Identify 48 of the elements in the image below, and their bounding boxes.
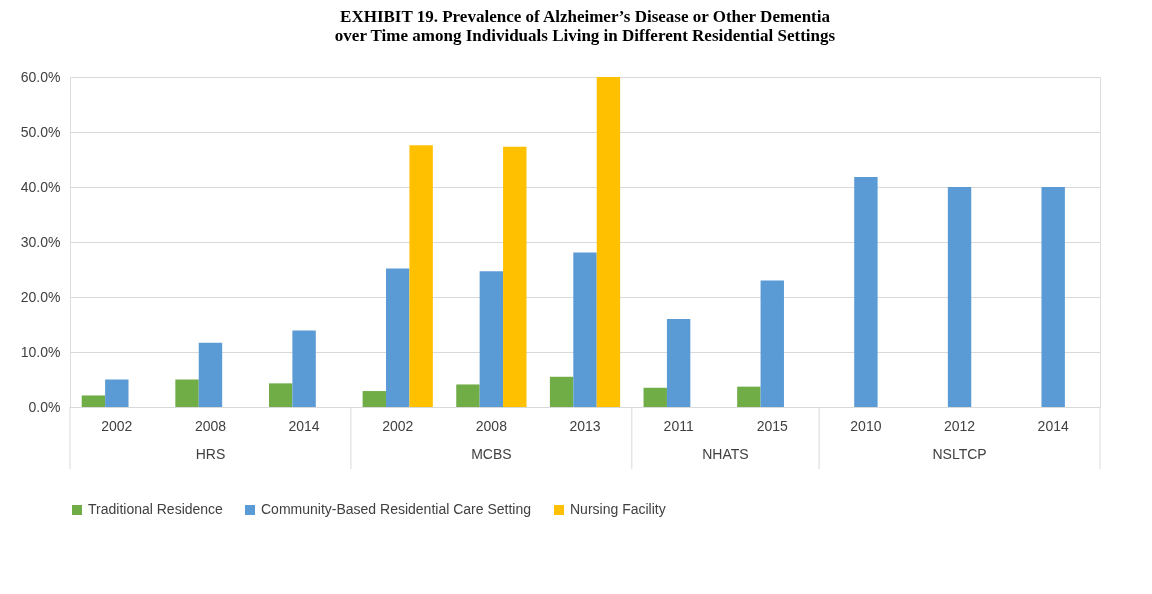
- bar: [947, 187, 972, 407]
- bar: [503, 146, 527, 407]
- y-tick-label: 0.0%: [28, 398, 61, 415]
- bar: [386, 268, 410, 407]
- y-tick-label: 10.0%: [20, 343, 61, 360]
- text: HRS: [195, 446, 226, 462]
- y-tick-label: 50.0%: [20, 123, 61, 140]
- bar: [409, 145, 433, 407]
- bar: [292, 330, 316, 407]
- x-tick-label: 2011: [663, 417, 694, 434]
- y-tick-label: 40.0%: [20, 178, 61, 195]
- bar: [666, 319, 691, 407]
- x-tick-label: 2008: [475, 417, 508, 434]
- bar: [268, 383, 293, 407]
- bar: [760, 280, 784, 407]
- x-tick-label: 2014: [1037, 417, 1069, 434]
- bar: [737, 386, 761, 407]
- x-tick-label: 2015: [756, 417, 789, 434]
- bar: [1041, 187, 1065, 407]
- bar: [81, 395, 106, 407]
- chart-title: EXHIBIT 19. Prevalence of Alzheimer’s Disease or Other Dementia over Time among Individuals Living in Different Residential Settings: [334, 7, 836, 45]
- bar: [362, 391, 387, 407]
- legend-label: Traditional Residence: [88, 501, 224, 517]
- bar: [549, 376, 574, 407]
- bar: [175, 379, 199, 407]
- bar: [198, 342, 223, 407]
- bar: [105, 379, 129, 407]
- x-tick-label: 2002: [101, 417, 133, 434]
- y-tick-label: 30.0%: [20, 233, 61, 250]
- legend-label: Nursing Facility: [570, 501, 666, 517]
- x-tick-label: 2013: [569, 417, 601, 434]
- x-tick-label: 2008: [194, 417, 227, 434]
- text: NHATS: [702, 446, 749, 462]
- y-tick-label: 20.0%: [20, 288, 61, 305]
- bar: [456, 384, 480, 407]
- legend-label: Community-Based Residential Care Setting: [261, 501, 532, 517]
- text: NSLTCP: [932, 446, 987, 462]
- text: MCBS: [471, 446, 512, 462]
- bar: [479, 271, 504, 407]
- bar: [643, 387, 667, 407]
- x-tick-label: 2012: [943, 417, 976, 434]
- bar: [596, 77, 621, 407]
- x-tick-label: 2010: [850, 417, 882, 434]
- bar: [854, 177, 878, 407]
- x-tick-label: 2014: [288, 417, 320, 434]
- x-tick-label: 2002: [382, 417, 414, 434]
- y-tick-label: 60.0%: [20, 68, 61, 85]
- bar: [573, 252, 597, 407]
